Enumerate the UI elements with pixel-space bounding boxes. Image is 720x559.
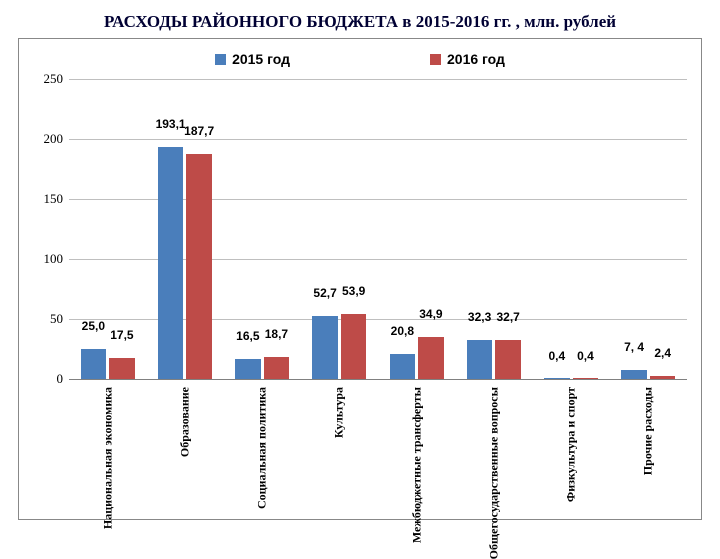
bar <box>81 349 106 379</box>
bar <box>418 337 443 379</box>
gridline <box>69 139 687 140</box>
bar <box>495 340 520 379</box>
bar-value-label: 53,9 <box>342 284 365 298</box>
x-tick-label: Межбюджетные трансферты <box>409 387 424 543</box>
legend-label-2015: 2015 год <box>232 51 290 67</box>
bar-value-label: 25,0 <box>82 319 105 333</box>
bar-value-label: 2,4 <box>654 346 671 360</box>
legend-swatch-2015 <box>215 54 226 65</box>
x-tick-label: Физкультура и спорт <box>564 387 579 502</box>
x-tick-label: Образование <box>177 387 192 457</box>
bar-value-label: 20,8 <box>391 324 414 338</box>
y-tick-label: 100 <box>44 251 64 267</box>
bar-value-label: 18,7 <box>265 327 288 341</box>
bar-value-label: 0,4 <box>577 349 594 363</box>
bar <box>650 376 675 379</box>
bar-value-label: 52,7 <box>313 286 336 300</box>
bar-value-label: 17,5 <box>110 328 133 342</box>
gridline <box>69 79 687 80</box>
bar-value-label: 34,9 <box>419 307 442 321</box>
bar <box>312 316 337 379</box>
y-tick-label: 50 <box>50 311 63 327</box>
bar-value-label: 7, 4 <box>624 340 644 354</box>
bar <box>390 354 415 379</box>
bar <box>264 357 289 379</box>
x-tick-label: Национальная экономика <box>100 387 115 529</box>
bar <box>158 147 183 379</box>
bar <box>467 340 492 379</box>
bar <box>341 314 366 379</box>
bar <box>573 378 598 379</box>
bar-value-label: 32,7 <box>496 310 519 324</box>
plot-area: 05010015020025025,017,5Национальная экон… <box>69 79 687 379</box>
y-tick-label: 200 <box>44 131 64 147</box>
y-tick-label: 0 <box>57 371 64 387</box>
legend-swatch-2016 <box>430 54 441 65</box>
bar-value-label: 193,1 <box>156 117 186 131</box>
bar-value-label: 16,5 <box>236 329 259 343</box>
x-tick-label: Общегосударственные вопросы <box>486 387 501 559</box>
bar-value-label: 187,7 <box>184 124 214 138</box>
bar <box>109 358 134 379</box>
y-tick-label: 250 <box>44 71 64 87</box>
gridline <box>69 379 687 380</box>
legend-label-2016: 2016 год <box>447 51 505 67</box>
bar <box>186 154 211 379</box>
bar <box>544 378 569 379</box>
chart-title: РАСХОДЫ РАЙОННОГО БЮДЖЕТА в 2015-2016 гг… <box>12 12 708 32</box>
y-tick-label: 150 <box>44 191 64 207</box>
bar-value-label: 32,3 <box>468 310 491 324</box>
bar <box>235 359 260 379</box>
x-tick-label: Социальная политика <box>255 387 270 509</box>
x-tick-label: Культура <box>332 387 347 438</box>
legend-item-2016: 2016 год <box>430 51 505 67</box>
chart-container: 2015 год 2016 год 0 50 100 150 200 250 25,0 17,… <box>18 38 702 520</box>
x-tick-label: Прочие расходы <box>641 387 656 475</box>
legend: 2015 год 2016 год <box>19 51 701 67</box>
bar <box>621 370 646 379</box>
legend-item-2015: 2015 год <box>215 51 290 67</box>
bar-value-label: 0,4 <box>548 349 565 363</box>
